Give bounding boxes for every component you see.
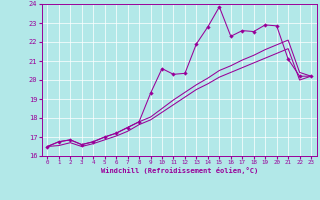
X-axis label: Windchill (Refroidissement éolien,°C): Windchill (Refroidissement éolien,°C) [100, 167, 258, 174]
